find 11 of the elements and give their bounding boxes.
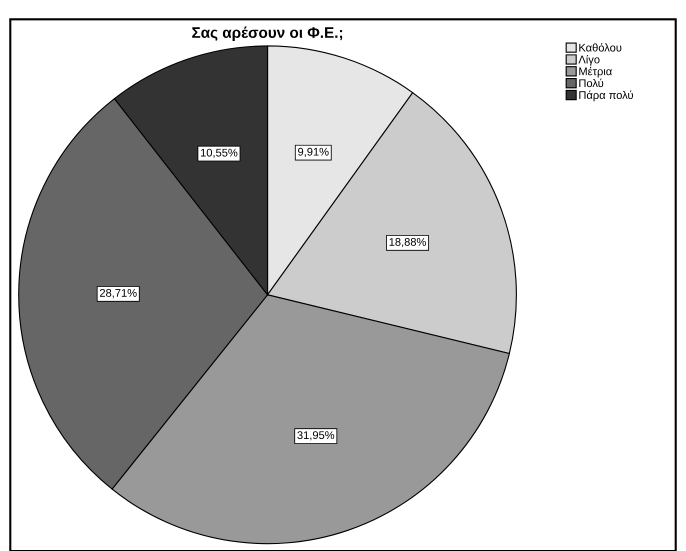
legend-label: Λίγο — [578, 54, 600, 66]
chart-title: Σας αρέσουν οι Φ.Ε.; — [192, 26, 342, 41]
legend-label: Πάρα πολύ — [579, 90, 634, 102]
legend-label: Πολύ — [579, 78, 604, 88]
data-label: 18,88% — [390, 238, 426, 248]
data-label: 9,91% — [298, 148, 329, 157]
legend-label: Καθόλου — [579, 43, 622, 52]
legend-label: Μέτρια — [579, 66, 612, 78]
data-label: 31,95% — [297, 431, 334, 440]
data-label: 10,55% — [200, 148, 238, 158]
data-label: 28,71% — [100, 289, 137, 298]
